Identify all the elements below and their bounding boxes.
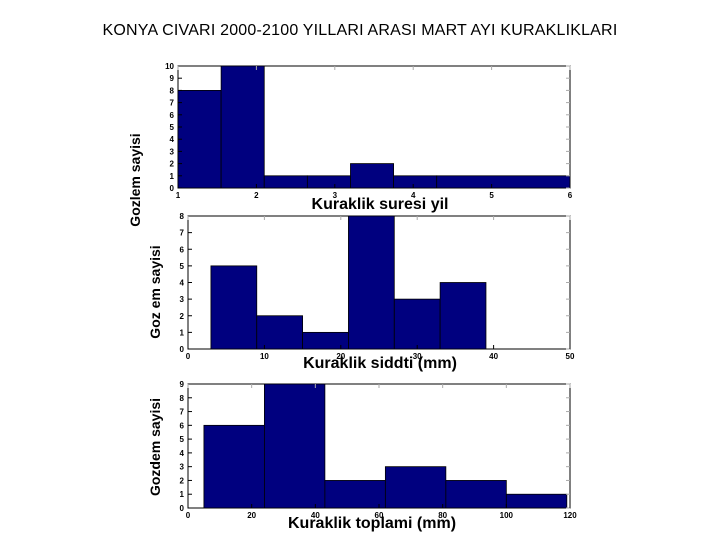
histogram-drought-severity: Goz em sayisi Kuraklik siddti (mm) 0 1 2 3 4… bbox=[147, 212, 575, 372]
y-tick-label: 9 bbox=[170, 74, 175, 83]
x-tick-label: 100 bbox=[500, 511, 514, 520]
histogram-bar-4 bbox=[384, 466, 447, 509]
y-tick-label: 2 bbox=[180, 476, 185, 485]
x-tick-label: 50 bbox=[566, 352, 575, 361]
histogram-bar-5 bbox=[393, 298, 441, 350]
y-tick-label: 4 bbox=[180, 279, 185, 288]
histogram-bar-6 bbox=[439, 282, 487, 350]
histogram-bar-1 bbox=[210, 265, 258, 350]
histogram-bar-2 bbox=[263, 383, 326, 509]
y-tick-label: 6 bbox=[180, 421, 185, 430]
x-tick-label: 0 bbox=[186, 352, 191, 361]
x-tick-label: 60 bbox=[375, 511, 384, 520]
y-tick-label: 2 bbox=[180, 312, 185, 321]
y-tick-label: 5 bbox=[180, 262, 185, 271]
histogram-bar-4 bbox=[306, 175, 351, 189]
y-tick-label: 5 bbox=[170, 123, 175, 132]
y-tick-label: 1 bbox=[170, 172, 175, 181]
histogram-drought-duration: Gozlem sayisi Kuraklik suresi yil 012345… bbox=[127, 62, 573, 227]
y-tick-label: 8 bbox=[170, 86, 175, 95]
y-tick-label: 8 bbox=[180, 212, 185, 221]
y-tick-label: 7 bbox=[180, 229, 185, 238]
x-tick-label: 20 bbox=[247, 511, 256, 520]
y-tick-label: 0 bbox=[180, 504, 185, 513]
y-tick-label: 3 bbox=[180, 463, 185, 472]
y-axis-label: Gozdem sayisi bbox=[147, 398, 163, 496]
y-tick-label: 0 bbox=[170, 184, 175, 193]
x-tick-label: 5 bbox=[489, 191, 494, 200]
x-tick-label: 1 bbox=[176, 191, 181, 200]
y-tick-label: 7 bbox=[180, 408, 185, 417]
histogram-bar-3 bbox=[302, 331, 349, 350]
y-tick-label: 6 bbox=[170, 111, 175, 120]
y-axis-label: Gozlem sayisi bbox=[127, 133, 143, 226]
x-tick-label: 80 bbox=[438, 511, 447, 520]
y-tick-label: 9 bbox=[180, 380, 185, 389]
y-tick-label: 10 bbox=[165, 62, 174, 71]
y-tick-label: 8 bbox=[180, 394, 185, 403]
histogram-bar-5 bbox=[445, 480, 507, 509]
x-tick-label: 0 bbox=[186, 511, 191, 520]
y-tick-label: 2 bbox=[170, 160, 175, 169]
slide-title: KONYA CIVARI 2000-2100 YILLARI ARASI MAR… bbox=[102, 22, 618, 39]
y-tick-label: 1 bbox=[180, 490, 185, 499]
y-tick-label: 0 bbox=[180, 345, 185, 354]
y-tick-label: 4 bbox=[170, 135, 175, 144]
histogram-bar-6 bbox=[505, 493, 568, 509]
y-tick-label: 1 bbox=[180, 328, 185, 337]
x-tick-label: 2 bbox=[254, 191, 259, 200]
x-tick-label: 10 bbox=[260, 352, 269, 361]
histogram-bar-1 bbox=[203, 424, 265, 509]
histogram-bar-2 bbox=[256, 315, 304, 350]
histogram-bar-7 bbox=[436, 175, 571, 189]
y-tick-label: 6 bbox=[180, 245, 185, 254]
histogram-bar-5 bbox=[350, 163, 395, 189]
y-axis-label: Goz em sayisi bbox=[147, 245, 163, 338]
x-tick-label: 30 bbox=[413, 352, 422, 361]
histogram-bar-4 bbox=[348, 215, 395, 350]
y-tick-label: 3 bbox=[170, 147, 175, 156]
histogram-drought-total: Gozdem sayisi Kuraklik toplami (mm) 0 1 2 3… bbox=[147, 380, 577, 532]
x-tick-label: 3 bbox=[333, 191, 338, 200]
histogram-bar-3 bbox=[263, 175, 308, 189]
histogram-bar-1 bbox=[177, 90, 222, 189]
y-tick-label: 3 bbox=[180, 295, 185, 304]
x-axis-label: Kuraklik toplami (mm) bbox=[288, 515, 456, 532]
x-tick-label: 6 bbox=[568, 191, 573, 200]
x-tick-label: 20 bbox=[336, 352, 345, 361]
x-tick-label: 40 bbox=[489, 352, 498, 361]
histogram-bar-3 bbox=[324, 480, 386, 509]
x-axis-label: Kuraklik suresi yil bbox=[312, 196, 449, 213]
x-tick-label: 120 bbox=[563, 511, 577, 520]
x-axis-label: Kuraklik siddti (mm) bbox=[303, 355, 457, 372]
histogram-bar-2 bbox=[220, 65, 265, 189]
y-tick-label: 5 bbox=[180, 435, 185, 444]
histogram-bar-6 bbox=[393, 175, 438, 189]
x-tick-label: 40 bbox=[311, 511, 320, 520]
x-tick-label: 4 bbox=[411, 191, 416, 200]
y-tick-label: 4 bbox=[180, 449, 185, 458]
y-tick-label: 7 bbox=[170, 99, 175, 108]
